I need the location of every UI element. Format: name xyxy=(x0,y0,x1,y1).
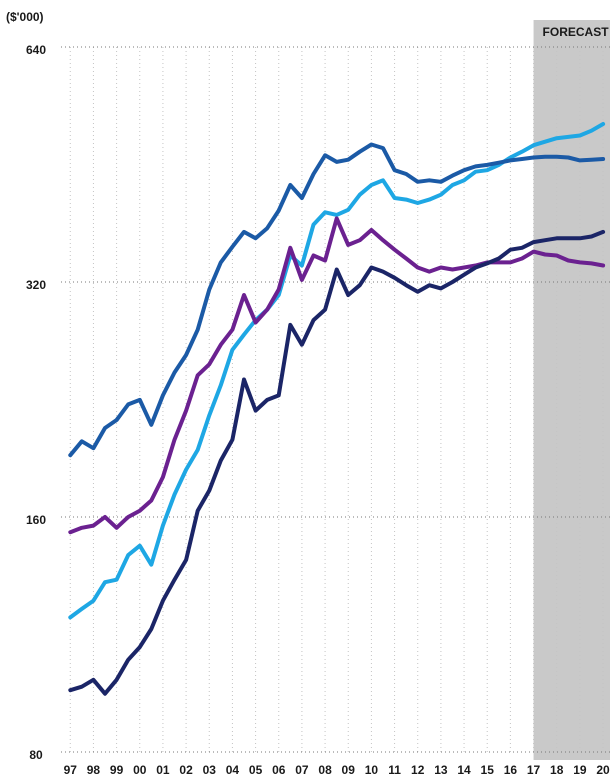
x-tick-label: 04 xyxy=(226,763,240,777)
x-tick-label: 20 xyxy=(596,763,610,777)
y-tick-label: 80 xyxy=(29,748,43,762)
x-tick-label: 09 xyxy=(342,763,356,777)
x-tick-label: 10 xyxy=(365,763,379,777)
forecast-region xyxy=(533,20,610,760)
data-line xyxy=(68,122,606,620)
x-tick-label: 99 xyxy=(110,763,124,777)
x-tick-label: 98 xyxy=(87,763,101,777)
x-tick-label: 00 xyxy=(133,763,147,777)
x-tick-label: 14 xyxy=(457,763,471,777)
x-tick-label: 06 xyxy=(272,763,286,777)
x-tick-label: 15 xyxy=(481,763,495,777)
x-tick-label: 18 xyxy=(550,763,564,777)
x-tick-label: 97 xyxy=(64,763,78,777)
y-tick-label: 160 xyxy=(26,513,46,527)
x-tick-label: 16 xyxy=(504,763,518,777)
x-tick-label: 11 xyxy=(388,763,401,777)
x-tick-label: 12 xyxy=(411,763,425,777)
x-tick-label: 03 xyxy=(203,763,217,777)
x-tick-label: 02 xyxy=(179,763,193,777)
x-tick-label: 07 xyxy=(295,763,309,777)
data-line xyxy=(68,216,606,535)
y-axis-unit: ($'000) xyxy=(6,10,44,24)
y-tick-label: 320 xyxy=(26,278,46,292)
x-tick-label: 05 xyxy=(249,763,263,777)
x-tick-label: 19 xyxy=(573,763,587,777)
forecast-label: FORECAST xyxy=(543,25,610,39)
y-tick-label: 640 xyxy=(26,43,46,57)
x-tick-label: 13 xyxy=(434,763,448,777)
x-tick-label: 01 xyxy=(156,763,170,777)
x-tick-label: 17 xyxy=(527,763,541,777)
data-line xyxy=(68,142,606,458)
x-tick-label: 08 xyxy=(318,763,332,777)
data-line xyxy=(68,229,606,696)
